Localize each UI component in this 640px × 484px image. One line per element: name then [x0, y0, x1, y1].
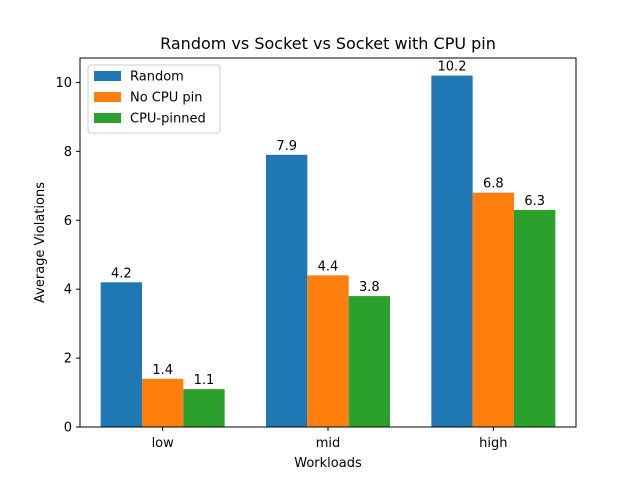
chart-title: Random vs Socket vs Socket with CPU pin	[160, 34, 496, 53]
y-tick-label-4: 4	[64, 283, 72, 298]
legend-swatch-cpu-pinned[interactable]	[94, 113, 121, 123]
x-tick-label-high: high	[479, 436, 507, 451]
bar-cpu-pinned-mid	[348, 296, 390, 427]
y-tick-label-0: 0	[64, 421, 72, 436]
bar-cpu-pinned-high	[514, 209, 556, 427]
legend-swatch-random[interactable]	[94, 71, 121, 81]
legend-label-random[interactable]: Random	[130, 70, 184, 85]
data-label-random-mid: 7.9	[276, 139, 297, 154]
y-axis: 0 2 4 6 8 10	[55, 76, 80, 436]
legend-label-cpu-pinned[interactable]: CPU-pinned	[130, 112, 206, 127]
data-label-cpu-pinned-high: 6.3	[524, 194, 545, 209]
bar-random-low	[100, 282, 142, 427]
y-tick-label-6: 6	[64, 214, 72, 229]
x-axis-label: Workloads	[294, 456, 362, 471]
data-label-random-low: 4.2	[111, 266, 132, 281]
legend-swatch-no-cpu-pin[interactable]	[94, 92, 121, 102]
bar-cpu-pinned-low	[183, 389, 225, 427]
data-labels-layer: 4.2 1.4 1.1 7.9 4.4 3.8 10.2 6.8 6.3	[111, 60, 545, 389]
y-tick-label-10: 10	[55, 76, 72, 91]
legend-label-no-cpu-pin[interactable]: No CPU pin	[130, 91, 202, 106]
data-label-cpu-pinned-mid: 3.8	[359, 280, 380, 295]
data-label-no-cpu-pin-mid: 4.4	[318, 259, 339, 274]
data-label-cpu-pinned-low: 1.1	[194, 373, 215, 388]
y-tick-label-2: 2	[64, 352, 72, 367]
bar-random-high	[431, 75, 473, 428]
bar-no-cpu-pin-low	[142, 378, 184, 427]
bar-random-mid	[266, 154, 308, 427]
y-tick-label-8: 8	[64, 145, 72, 160]
bar-no-cpu-pin-high	[472, 192, 514, 427]
bars-layer	[100, 75, 556, 428]
data-label-no-cpu-pin-high: 6.8	[483, 177, 504, 192]
x-axis: low mid high	[152, 427, 508, 451]
x-tick-label-low: low	[152, 436, 175, 451]
bar-no-cpu-pin-mid	[307, 275, 349, 427]
x-tick-label-mid: mid	[316, 436, 341, 451]
legend[interactable]: Random No CPU pin CPU-pinned	[87, 64, 221, 134]
data-label-random-high: 10.2	[438, 60, 467, 75]
data-label-no-cpu-pin-low: 1.4	[152, 363, 173, 378]
y-axis-label: Average Violations	[33, 182, 48, 303]
